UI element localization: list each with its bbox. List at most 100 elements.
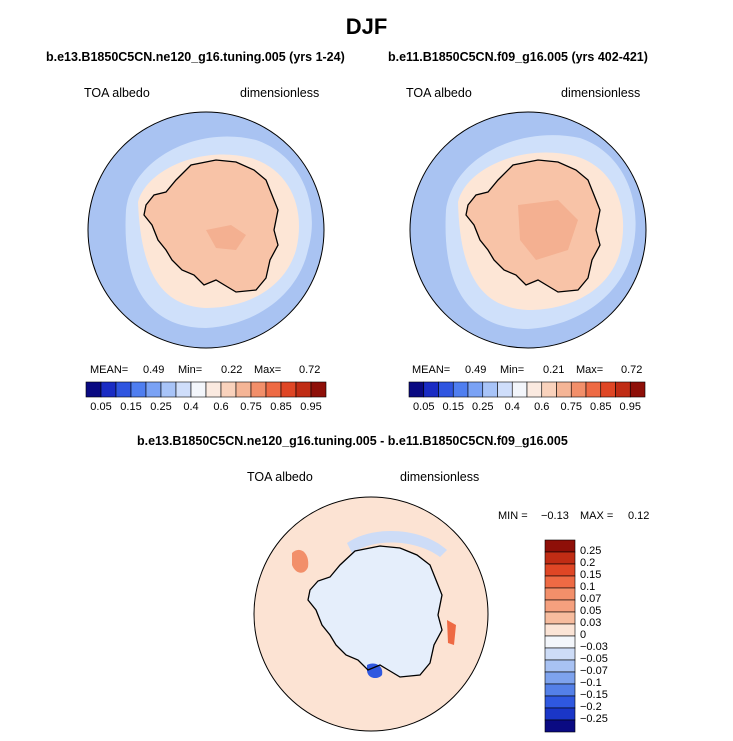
colorbar-swatch	[544, 695, 576, 709]
colorbar-swatch	[526, 381, 543, 398]
diff-var-label: TOA albedo	[247, 470, 313, 484]
colorbar-tick-label: 0.85	[270, 401, 292, 413]
diff-map	[253, 496, 489, 732]
colorbar-swatch	[438, 381, 454, 398]
right-mean-value: 0.49	[465, 364, 487, 376]
colorbar-swatch	[556, 381, 572, 398]
colorbar-tick-label: 0.6	[534, 401, 550, 413]
colorbar-tick-label: 0	[580, 629, 587, 641]
colorbar-swatch	[130, 381, 147, 398]
colorbar-swatch	[544, 707, 576, 721]
left-max-label: Max=	[254, 364, 282, 376]
colorbar-tick-label: 0.15	[120, 401, 142, 413]
colorbar-swatch	[190, 381, 207, 398]
right-colorbar	[408, 381, 646, 398]
colorbar-tick-label: 0.03	[580, 617, 602, 629]
colorbar-swatch	[544, 599, 576, 613]
colorbar-tick-label: 0.95	[619, 401, 641, 413]
right-units-label: dimensionless	[561, 86, 641, 100]
right-var-label: TOA albedo	[406, 86, 472, 100]
land-shading	[206, 225, 246, 250]
colorbar-swatch	[310, 381, 327, 398]
colorbar-swatch	[160, 381, 177, 398]
colorbar-tick-label: 0.05	[413, 401, 435, 413]
colorbar-swatch	[115, 381, 132, 398]
colorbar-swatch	[408, 381, 425, 398]
left-units-label: dimensionless	[240, 86, 320, 100]
colorbar-swatch	[544, 671, 576, 685]
colorbar-swatch	[175, 381, 192, 398]
colorbar-tick-label: −0.07	[580, 665, 608, 677]
colorbar-tick-label: 0.75	[240, 401, 262, 413]
colorbar-swatch	[544, 551, 576, 565]
left-var-label: TOA albedo	[84, 86, 150, 100]
colorbar-swatch	[482, 381, 498, 398]
diff-min-value: −0.13	[541, 510, 569, 522]
colorbar-tick-label: 0.2	[580, 557, 596, 569]
right-min-label: Min=	[500, 364, 525, 376]
map-border	[87, 111, 325, 349]
left-colorbar	[85, 381, 327, 398]
colorbar-swatch	[85, 381, 102, 398]
positive-strip	[447, 620, 456, 645]
negative-band	[347, 530, 447, 557]
colorbar-swatch	[100, 381, 117, 398]
colorbar-swatch	[585, 381, 602, 398]
colorbar-swatch	[295, 381, 312, 398]
colorbar-tick-label: 0.4	[504, 401, 520, 413]
negative-spot	[367, 663, 383, 679]
diff-max-label: MAX =	[580, 510, 614, 522]
colorbar-swatch	[544, 683, 576, 697]
colorbar-tick-label: 0.05	[90, 401, 112, 413]
colorbar-swatch	[544, 539, 576, 553]
left-min-value: 0.22	[221, 364, 243, 376]
colorbar-swatch	[280, 381, 297, 398]
colorbar-tick-label: 0.05	[580, 605, 602, 617]
colorbar-swatch	[615, 381, 631, 398]
diff-panel-title: b.e13.B1850C5CN.ne120_g16.tuning.005 - b…	[137, 434, 568, 448]
colorbar-tick-label: 0.1	[580, 581, 596, 593]
colorbar-swatch	[250, 381, 267, 398]
colorbar-swatch	[544, 659, 576, 673]
colorbar-tick-label: 0.6	[213, 401, 229, 413]
colorbar-swatch	[544, 575, 576, 589]
diff-colorbar-labels: 0.25 0.2 0.15 0.1 0.07 0.05 0.03 0 −0.03 −0.05 −0.…	[580, 540, 640, 732]
colorbar-swatch	[235, 381, 252, 398]
left-mean-value: 0.49	[143, 364, 165, 376]
colorbar-tick-label: 0.85	[590, 401, 612, 413]
colorbar-swatch	[544, 587, 576, 601]
map-border	[409, 111, 647, 349]
map-border	[253, 496, 489, 732]
right-map	[409, 111, 647, 349]
diff-units-label: dimensionless	[400, 470, 480, 484]
left-max-value: 0.72	[299, 364, 321, 376]
colorbar-tick-label: −0.2	[580, 701, 602, 713]
land-shading	[518, 200, 578, 260]
right-panel-title: b.e11.B1850C5CN.f09_g16.005 (yrs 402-421…	[388, 50, 648, 64]
colorbar-swatch	[544, 623, 576, 637]
colorbar-tick-label: 0.95	[300, 401, 322, 413]
colorbar-swatch	[145, 381, 162, 398]
colorbar-tick-label: 0.25	[150, 401, 172, 413]
colorbar-swatch	[629, 381, 646, 398]
colorbar-tick-label: 0.25	[472, 401, 494, 413]
colorbar-swatch	[600, 381, 616, 398]
colorbar-swatch	[205, 381, 222, 398]
colorbar-tick-label: 0.75	[560, 401, 582, 413]
coastline	[143, 159, 279, 293]
coastline	[465, 159, 601, 293]
colorbar-tick-label: 0.07	[580, 593, 602, 605]
colorbar-tick-label: 0.15	[442, 401, 464, 413]
colorbar-swatch	[467, 381, 484, 398]
colorbar-tick-label: 0.15	[580, 569, 602, 581]
colorbar-swatch	[220, 381, 237, 398]
diff-max-value: 0.12	[628, 510, 650, 522]
left-map	[87, 111, 325, 349]
colorbar-swatch	[544, 611, 576, 625]
colorbar-swatch	[541, 381, 557, 398]
colorbar-tick-label: −0.05	[580, 653, 608, 665]
colorbar-swatch	[265, 381, 282, 398]
colorbar-swatch	[423, 381, 439, 398]
right-min-value: 0.21	[543, 364, 565, 376]
positive-patch	[292, 549, 309, 573]
